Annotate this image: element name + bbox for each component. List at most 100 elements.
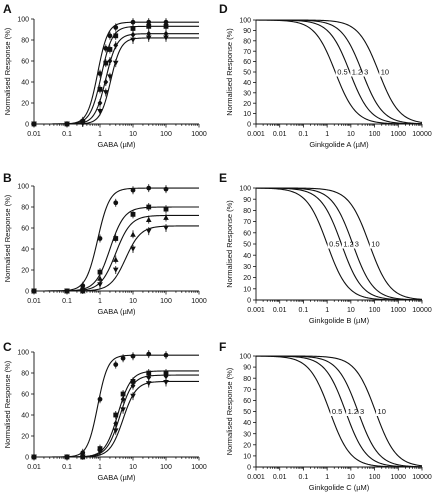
y-tick-label: 80 bbox=[21, 371, 29, 378]
data-point bbox=[113, 362, 119, 367]
data-point bbox=[130, 246, 136, 252]
y-tick-label: 30 bbox=[243, 264, 251, 271]
data-point bbox=[97, 275, 103, 281]
series-line bbox=[256, 187, 423, 300]
series-label-bg bbox=[327, 239, 344, 249]
y-tick-label: 60 bbox=[21, 59, 29, 66]
y-tick-label: 100 bbox=[239, 18, 251, 25]
data-point bbox=[113, 25, 119, 30]
panel-letter: B bbox=[3, 171, 12, 185]
data-point bbox=[130, 231, 136, 237]
chart-panel-e: E 0 10 20 30 40 50 60 70 80 90 100 0.001 0.01 0.1 1 10 10… bbox=[219, 171, 432, 325]
y-tick-label: 90 bbox=[243, 197, 251, 204]
y-tick-label: 50 bbox=[243, 70, 251, 77]
data-point bbox=[112, 267, 119, 273]
x-axis-title: GABA (µM) bbox=[97, 307, 136, 316]
data-point bbox=[113, 420, 119, 427]
y-tick-label: 70 bbox=[243, 49, 251, 56]
x-tick-label: 10 bbox=[347, 131, 355, 138]
x-tick-label: 0.1 bbox=[299, 307, 309, 314]
x-tick-label: 1 bbox=[98, 464, 102, 471]
data-point bbox=[103, 79, 109, 85]
x-tick-label: 100 bbox=[369, 474, 381, 481]
y-tick-label: 40 bbox=[243, 420, 251, 427]
data-point bbox=[113, 412, 119, 418]
x-tick-label: 0.1 bbox=[299, 474, 309, 481]
series-label-bg bbox=[341, 239, 358, 249]
data-point bbox=[97, 86, 103, 92]
data-point bbox=[130, 379, 136, 384]
data-point bbox=[80, 283, 86, 289]
data-point bbox=[97, 282, 103, 288]
data-point bbox=[107, 58, 113, 64]
x-tick-label: 1000 bbox=[390, 131, 406, 138]
data-point bbox=[163, 225, 169, 231]
x-tick-label: 0.01 bbox=[27, 464, 41, 471]
series-label-bg bbox=[362, 67, 370, 77]
data-point bbox=[113, 200, 119, 206]
data-point bbox=[107, 47, 113, 52]
y-tick-label: 80 bbox=[21, 38, 29, 45]
series-label: 1.2 bbox=[348, 407, 358, 416]
y-tick-label: 100 bbox=[239, 354, 251, 361]
y-tick-label: 60 bbox=[21, 392, 29, 399]
x-tick-label: 0.1 bbox=[62, 298, 72, 305]
data-point bbox=[163, 186, 169, 192]
data-point bbox=[163, 206, 169, 212]
x-tick-label: 1 bbox=[325, 474, 329, 481]
x-tick-label: 0.01 bbox=[273, 307, 287, 314]
y-tick-label: 50 bbox=[243, 409, 251, 416]
y-tick-label: 60 bbox=[243, 398, 251, 405]
data-point bbox=[146, 19, 152, 25]
series-label-bg bbox=[379, 67, 391, 77]
data-point bbox=[130, 31, 136, 38]
x-tick-label: 1 bbox=[98, 298, 102, 305]
data-point bbox=[130, 353, 136, 359]
series-label-bg bbox=[376, 407, 388, 416]
series-line bbox=[34, 225, 199, 292]
y-tick-label: 60 bbox=[243, 230, 251, 237]
series-line bbox=[34, 25, 199, 125]
y-tick-label: 100 bbox=[17, 184, 29, 191]
y-tick-label: 30 bbox=[243, 431, 251, 438]
data-point bbox=[107, 74, 113, 80]
data-point bbox=[79, 288, 86, 294]
data-point bbox=[146, 23, 152, 29]
data-point bbox=[120, 396, 126, 403]
series-line bbox=[256, 19, 423, 124]
data-point bbox=[146, 185, 152, 191]
data-point bbox=[130, 382, 136, 389]
series-label: 10 bbox=[381, 68, 389, 77]
data-point bbox=[163, 373, 169, 380]
x-tick-label: 10 bbox=[347, 307, 355, 314]
x-tick-label: 10 bbox=[129, 131, 137, 138]
y-tick-label: 60 bbox=[243, 59, 251, 66]
data-point bbox=[113, 42, 119, 49]
data-point bbox=[97, 236, 103, 241]
x-tick-label: 10000 bbox=[412, 474, 432, 481]
y-tick-label: 20 bbox=[21, 434, 29, 441]
y-tick-label: 100 bbox=[17, 17, 29, 24]
y-tick-label: 100 bbox=[239, 186, 251, 193]
data-point bbox=[120, 407, 126, 413]
x-axis-title: Ginkgolide C (µM) bbox=[309, 483, 370, 492]
data-point bbox=[163, 19, 169, 25]
y-axis-title: Normalised Response (%) bbox=[225, 28, 234, 116]
x-tick-label: 0.1 bbox=[62, 464, 72, 471]
x-tick-label: 10 bbox=[129, 298, 137, 305]
chart-panel-c: C 0 20 40 60 80 100 0.01 0.1 1 10 100 1000 GABA (µM) N… bbox=[3, 340, 207, 482]
data-point bbox=[146, 30, 152, 37]
y-tick-label: 20 bbox=[21, 268, 29, 275]
y-tick-label: 0 bbox=[25, 455, 29, 462]
data-point bbox=[64, 288, 70, 294]
data-point bbox=[113, 236, 119, 241]
series-line bbox=[34, 380, 199, 458]
x-tick-label: 1 bbox=[98, 131, 102, 138]
x-axis-title: Ginkgolide A (µM) bbox=[309, 140, 369, 149]
y-tick-label: 80 bbox=[243, 38, 251, 45]
chart-panel-a: A 0 20 40 60 80 100 0.01 0.1 1 10 100 1000 GABA (µM) N… bbox=[3, 2, 207, 149]
data-point bbox=[112, 256, 119, 262]
chart-panel-b: B 0 20 40 60 80 100 0.01 0.1 1 10 100 1000 GABA (µM) N… bbox=[3, 171, 207, 316]
x-axis-title: GABA (µM) bbox=[97, 140, 136, 149]
data-point bbox=[130, 19, 136, 25]
